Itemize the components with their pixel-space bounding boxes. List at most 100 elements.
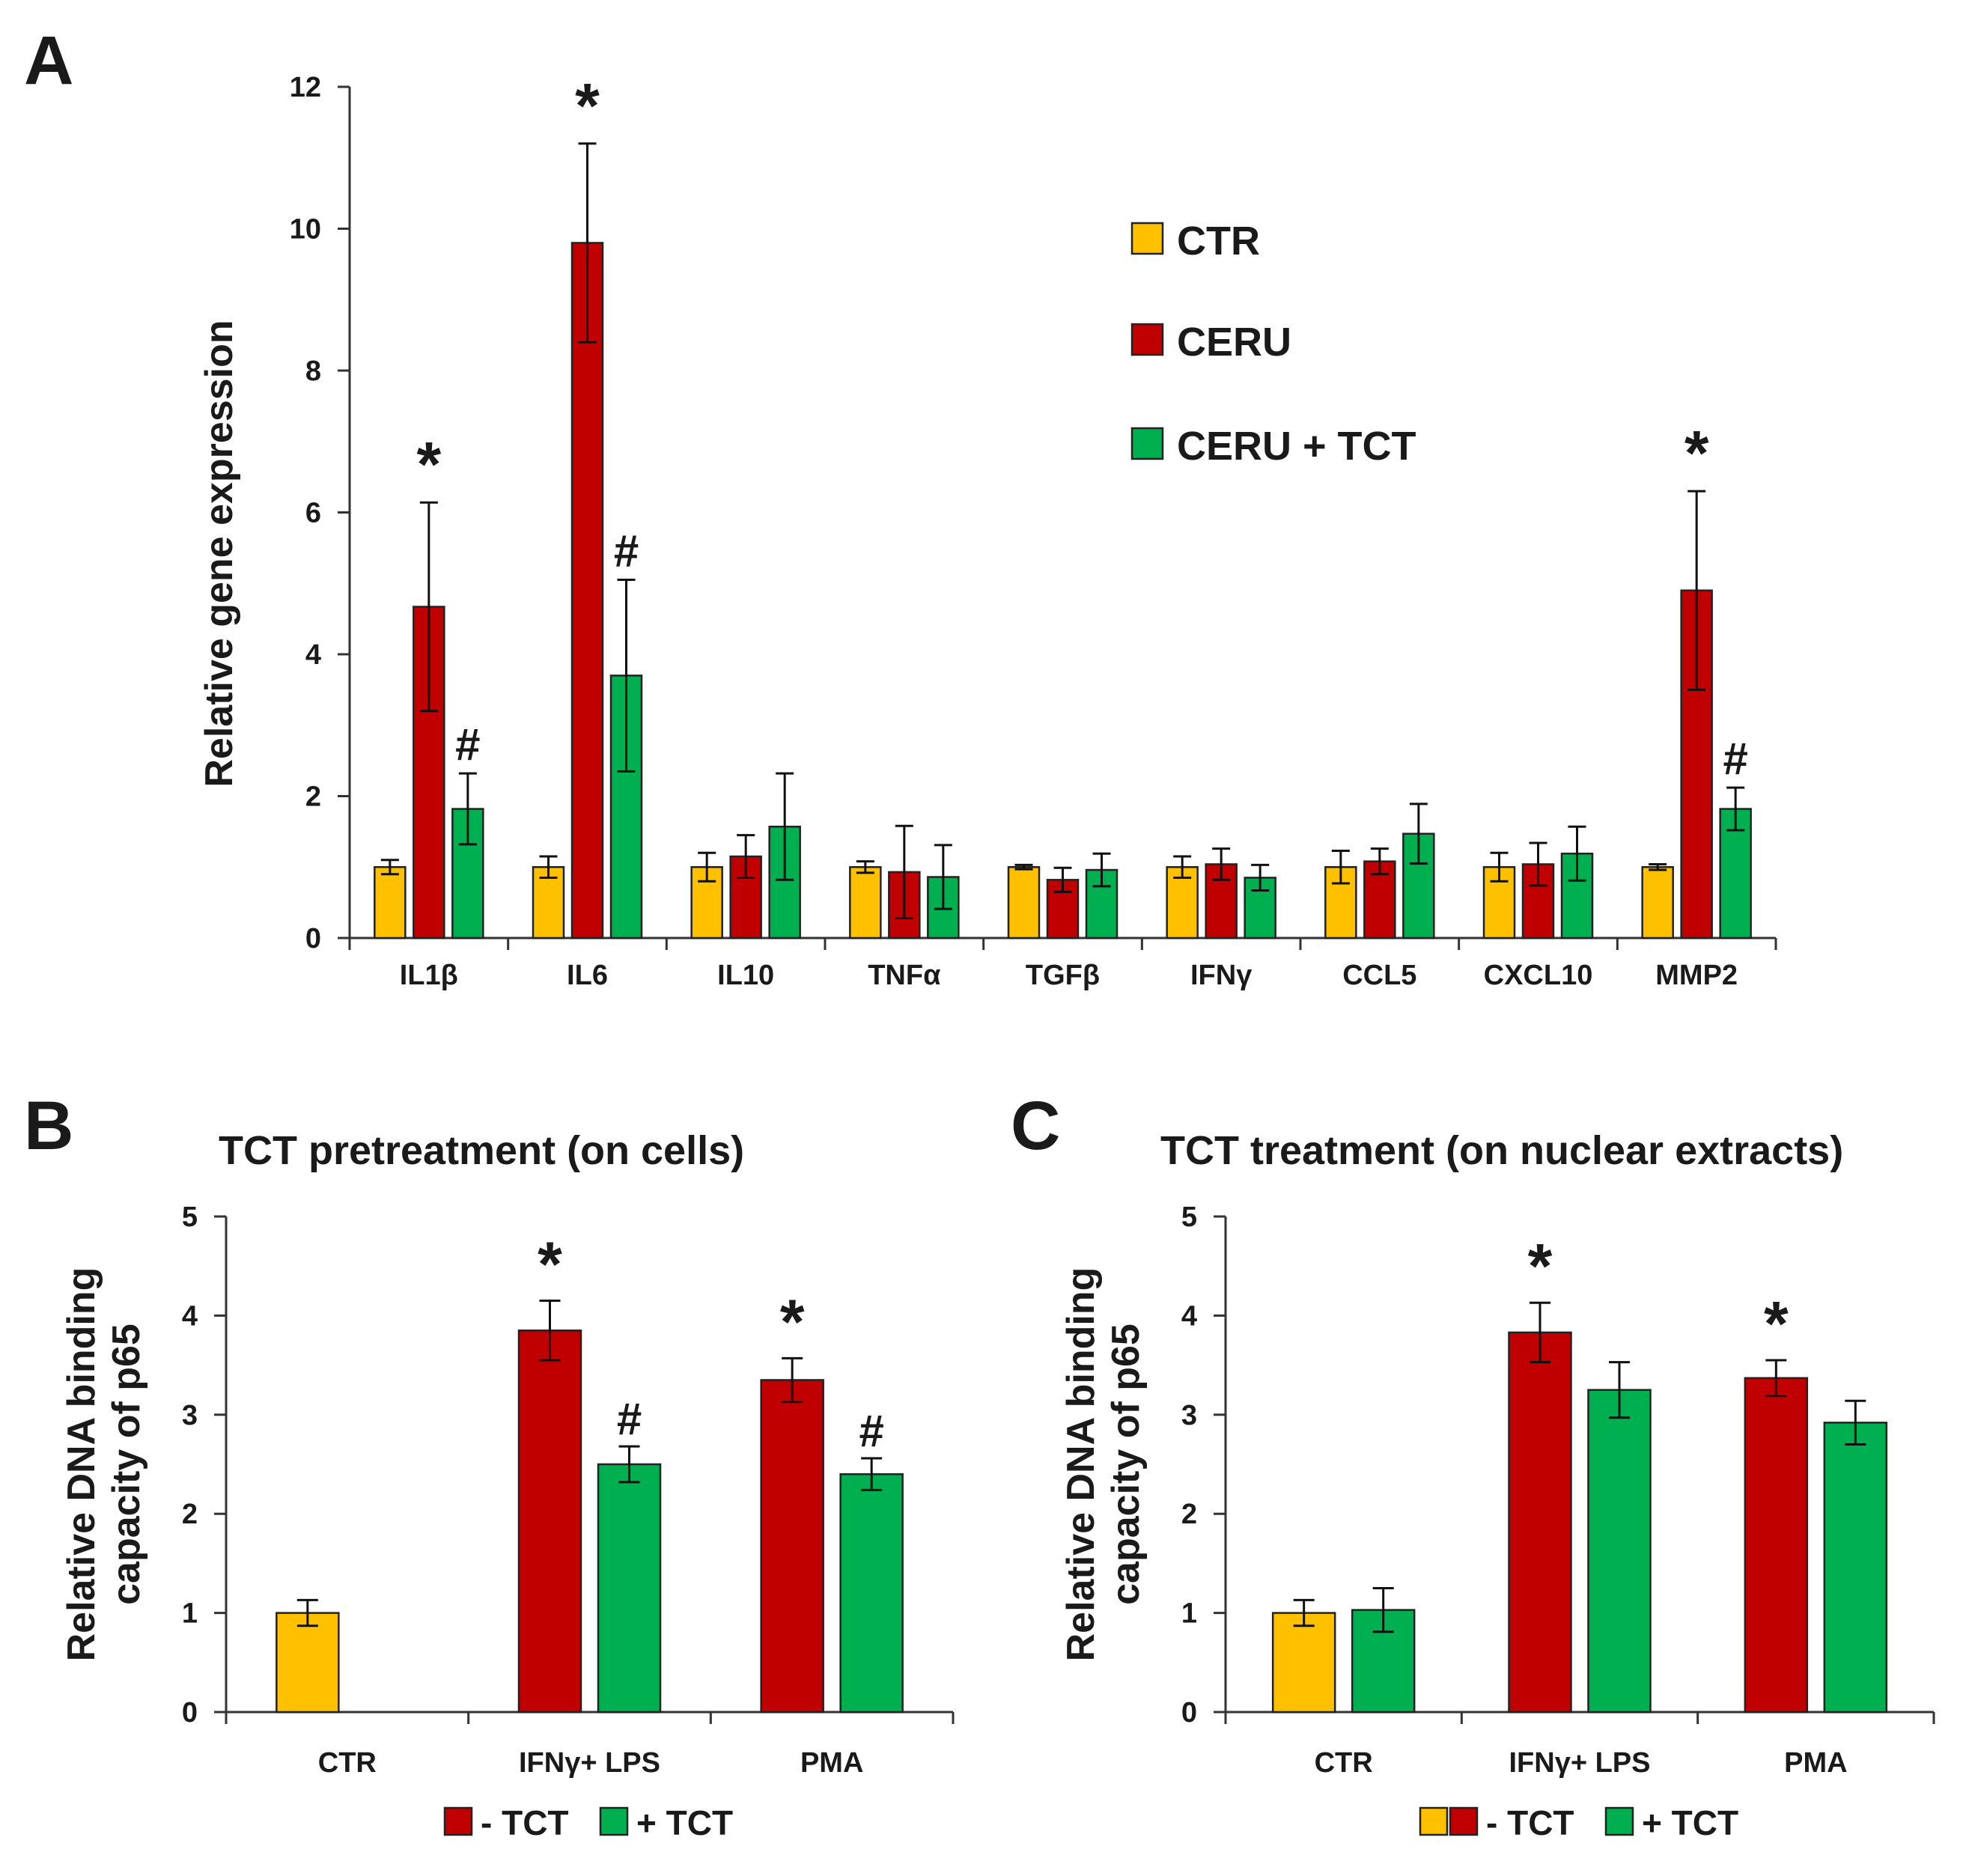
- error-bar-ifn-lps-tct: [539, 1300, 561, 1362]
- annotation-hash-il1: #: [455, 719, 480, 770]
- annotation-hash-ifn-lps: #: [617, 1394, 642, 1444]
- x-tick-label-il10: IL10: [717, 960, 774, 991]
- error-bar-pma-tct: [782, 1356, 803, 1404]
- error-bar-ctr-ctr: [1293, 1598, 1315, 1627]
- bar-tnf-ctr: [849, 866, 882, 939]
- error-bar-ifn-lps-tct: [1530, 1301, 1550, 1364]
- series-ctr: [374, 849, 1674, 939]
- bar-tgf-ctr: [1007, 866, 1041, 939]
- bar-pma-tct: [760, 1379, 824, 1714]
- x-tick-label-ctr: CTR: [318, 1747, 377, 1779]
- error-bar-ccl5-ceru-tct: [1409, 803, 1428, 865]
- legend-b: - TCT + TCT: [443, 1803, 733, 1842]
- y-tick-label: 6: [305, 498, 321, 529]
- y-tick-label: 0: [305, 923, 321, 954]
- panel-letter-c: C: [1011, 1088, 1060, 1164]
- error-bar-cxcl10-ceru-tct: [1568, 825, 1586, 882]
- annotation-star-ifn-lps: *: [1528, 1231, 1553, 1301]
- y-tick-label: 1: [182, 1598, 198, 1630]
- error-bar-il1-ceru-tct: [458, 772, 477, 846]
- y-tick-label: 1: [1181, 1598, 1197, 1630]
- legend-label-ceru: CERU: [1177, 320, 1291, 365]
- y-tick-label: 5: [182, 1202, 198, 1233]
- bar-mmp2-ctr: [1641, 866, 1674, 939]
- chart-title-b: TCT pretreatment (on cells): [219, 1128, 744, 1173]
- y-tick-label: 3: [1181, 1400, 1197, 1431]
- legend-label-ctr: CTR: [1177, 219, 1260, 264]
- error-bar-ifn-ceru-tct: [1251, 863, 1270, 892]
- series-ceru-tct: [451, 579, 1752, 939]
- bar-ctr-ctr: [1271, 1612, 1336, 1714]
- y-tick-label: 8: [305, 356, 321, 387]
- y-tick-label: 4: [305, 639, 321, 671]
- legend-label-minus-tct: - TCT: [481, 1803, 569, 1842]
- legend-swatch-plus-tct: [599, 1806, 629, 1836]
- error-bar-ccl5-ceru: [1370, 847, 1389, 876]
- legend-label-ceru-tct: CERU + TCT: [1177, 424, 1416, 469]
- y-tick-label: 2: [305, 782, 321, 813]
- legend-swatch-ceru: [1130, 323, 1164, 356]
- y-tick-label: 0: [1181, 1697, 1197, 1729]
- error-bar-pma-tct: [861, 1457, 883, 1491]
- bar-ifn-lps-tct: [517, 1330, 582, 1714]
- error-bar-ctr-ctr: [296, 1598, 318, 1627]
- legend-label-minus-tct: - TCT: [1486, 1803, 1574, 1842]
- series-ceru: [413, 142, 1713, 939]
- error-bar-ifn-ctr: [1173, 855, 1192, 879]
- error-bar-tnf-ceru: [895, 824, 913, 919]
- legend-swatch-ctr: [1130, 222, 1164, 255]
- x-tick-label-mmp2: MMP2: [1655, 960, 1738, 991]
- x-tick-label-ccl5: CCL5: [1342, 960, 1416, 991]
- error-bar-mmp2-ceru: [1687, 490, 1706, 691]
- panel-letter-a: A: [24, 22, 73, 99]
- x-tick-label-pma: PMA: [800, 1747, 863, 1779]
- x-tick-label-tgf: TGFβ: [1026, 960, 1100, 991]
- bar-ifn-ctr: [1166, 866, 1199, 939]
- panel-b: B TCT pretreatment (on cells) Relative DNA…: [24, 1088, 955, 1842]
- error-bar-ifn-lps-tct: [1609, 1361, 1630, 1419]
- x-tick-label-il1: IL1β: [400, 960, 458, 991]
- error-bar-tnf-ceru-tct: [934, 844, 952, 910]
- legend-swatch-plus-tct: [1604, 1806, 1634, 1836]
- error-bar-pma-tct: [1765, 1359, 1787, 1398]
- x-tick-label-pma: PMA: [1784, 1747, 1847, 1779]
- legend-swatch-ceru-tct: [1130, 427, 1164, 460]
- legend: CTR CERU CERU + TCT: [1130, 219, 1416, 469]
- error-bar-il10-ceru-tct: [776, 772, 794, 881]
- error-bar-pma-tct: [1845, 1399, 1866, 1446]
- y-tick-label: 4: [1181, 1300, 1197, 1332]
- x-tick-label-cxcl10: CXCL10: [1484, 960, 1593, 991]
- bar-il1-ctr: [374, 866, 407, 939]
- error-bar-il6-ctr: [539, 855, 558, 879]
- y-axis-label-line-1: Relative DNA binding: [60, 1267, 103, 1662]
- legend-label-plus-tct: + TCT: [1642, 1803, 1738, 1842]
- error-bar-il10-ctr: [698, 851, 716, 883]
- x-tick-label-ifn-lps: IFNγ+ LPS: [519, 1747, 660, 1779]
- annotation-hash-il6: #: [614, 526, 639, 576]
- error-bar-ctr-tct: [1372, 1587, 1394, 1633]
- x-tick-label-ctr: CTR: [1315, 1747, 1373, 1779]
- bar-ifn-lps-tct: [1508, 1331, 1572, 1714]
- y-tick-label: 0: [182, 1697, 198, 1729]
- bar-il6-ctr: [532, 866, 565, 939]
- error-bar-il6-ceru: [578, 142, 597, 344]
- annotation-star-pma: *: [780, 1286, 805, 1356]
- legend-swatch-minus-tct: [443, 1806, 473, 1836]
- panel-a: A Relative gene expression 0 2 4 6 8 10 12 IL1β IL…: [24, 22, 1777, 991]
- y-axis-label-line-1: Relative DNA binding: [1059, 1267, 1103, 1662]
- y-axis-label-c: Relative DNA binding capacity of p65: [1059, 1267, 1148, 1662]
- annotation-hash-mmp2: #: [1723, 734, 1747, 784]
- x-tick-label-il6: IL6: [567, 960, 608, 991]
- legend-c: - TCT + TCT: [1419, 1803, 1738, 1842]
- error-bar-il1-ctr: [380, 859, 399, 876]
- y-tick-label: 12: [290, 72, 321, 103]
- legend-swatch-ctr: [1419, 1806, 1449, 1836]
- error-bar-cxcl10-ceru: [1529, 841, 1547, 887]
- panel-c: C TCT treatment (on nuclear extracts) Rela…: [1011, 1088, 1935, 1842]
- y-tick-label: 3: [182, 1400, 198, 1431]
- error-bar-mmp2-ceru-tct: [1726, 786, 1745, 832]
- bar-ctr-ctr: [276, 1612, 340, 1714]
- y-tick-label: 5: [1181, 1202, 1197, 1233]
- error-bar-cxcl10-ctr: [1490, 851, 1509, 883]
- legend-label-plus-tct: + TCT: [636, 1803, 733, 1842]
